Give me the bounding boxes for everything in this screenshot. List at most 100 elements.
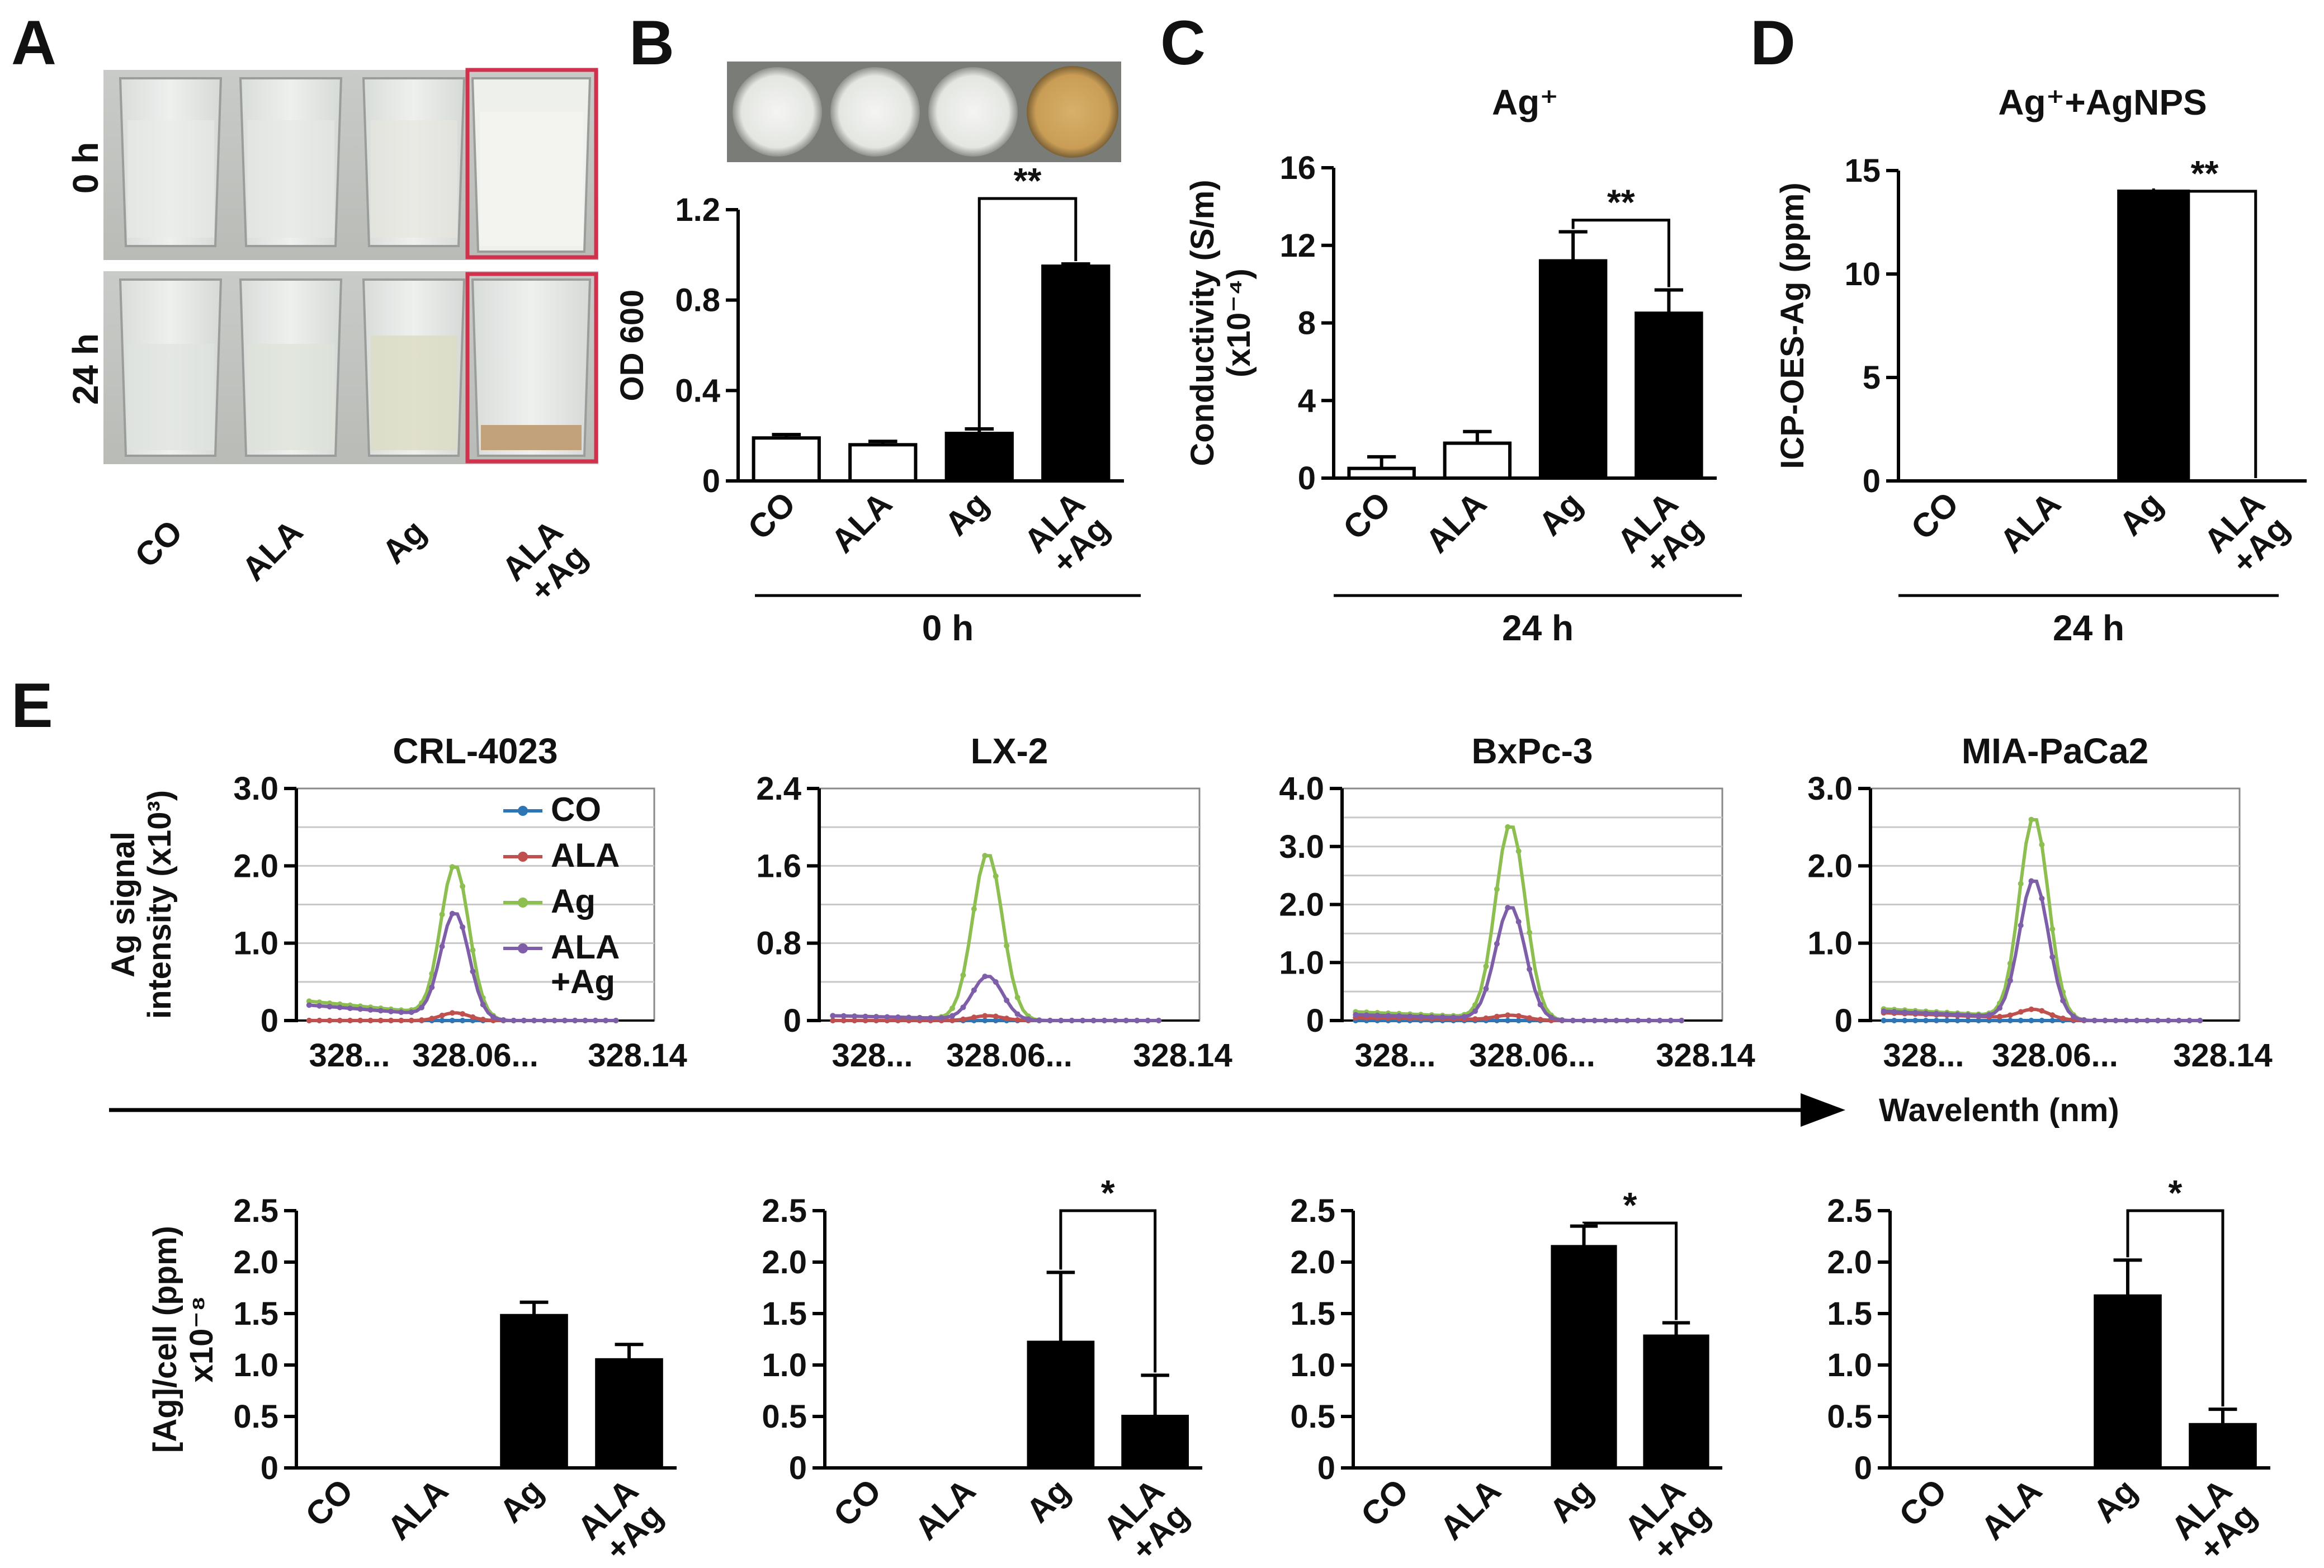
highlight-box-0h: [465, 68, 598, 259]
series-marker-ala-ag: [1483, 986, 1489, 992]
legend-label-line: ALA: [551, 928, 620, 966]
x-category-ala: ALA: [824, 485, 899, 560]
series-marker-co: [1923, 1018, 1929, 1023]
significance-marker: *: [2169, 1173, 2183, 1213]
y-tick-label-0: 0: [783, 1003, 801, 1039]
y-axis-label: OD 600: [614, 290, 650, 402]
x-category-ala-ag: ALA+Ag: [1610, 485, 1709, 584]
series-marker-ala: [852, 1018, 858, 1023]
x-category-co: CO: [826, 1472, 889, 1534]
x-category-ala-ag: ALA+Ag: [2197, 485, 2296, 584]
legend-label-line: +Ag: [551, 963, 615, 1000]
x-category-ag: Ag: [1542, 1472, 1600, 1530]
series-marker-ala-ag: [1353, 1012, 1359, 1018]
series-marker-ala-ag: [1944, 1011, 1950, 1017]
series-marker-ala-ag: [408, 1009, 414, 1016]
y-tick-label-1-2: 1.2: [675, 192, 720, 228]
significance-bracket: [2152, 188, 2257, 478]
series-marker-co: [1494, 1018, 1500, 1023]
series-marker-ala-ag: [582, 1018, 588, 1023]
significance-marker: **: [1014, 160, 1042, 201]
x-category-ala-ag: ALA+Ag: [2164, 1472, 2264, 1568]
series-marker-ala-ag: [306, 1002, 312, 1008]
beaker-photo: [103, 68, 598, 464]
series-marker-ala-ag: [873, 1014, 879, 1020]
photo-category-ala-line: ALA: [235, 513, 310, 588]
y-axis-label: ICP-OES-Ag (ppm): [1774, 182, 1811, 469]
series-marker-co: [2028, 1018, 2034, 1023]
legend-marker-ala-ag: [518, 943, 528, 953]
series-marker-ag: [950, 1005, 955, 1012]
y-tick-label-1-0: 1.0: [233, 925, 278, 962]
panel-label-b: B: [629, 8, 674, 78]
legend-label-line: Ag: [551, 882, 596, 920]
legend-label-co: CO: [551, 791, 601, 828]
series-marker-ala-ag: [1451, 1014, 1457, 1021]
legend-label-ala-ag: ALA +Ag: [551, 928, 620, 1000]
series-marker-ala-ag: [521, 1017, 527, 1023]
y-tick-label-1-0: 1.0: [1827, 1347, 1872, 1383]
x-category-ala-line: ALA: [380, 1472, 456, 1547]
series-marker-ala: [306, 1018, 312, 1023]
series-marker-co: [460, 1018, 466, 1023]
x-category-ala: ALA: [1992, 485, 2068, 560]
series-marker-ala: [327, 1018, 333, 1023]
x-category-co: CO: [298, 1472, 360, 1534]
legend-marker-co: [518, 806, 528, 816]
x-tick-label-mid: 328.06...: [1469, 1037, 1595, 1074]
x-category-co: CO: [1892, 1472, 1954, 1534]
series-marker-ala: [347, 1018, 353, 1023]
bar-ag: [1551, 1245, 1617, 1470]
beaker-ag-24h: [362, 278, 466, 457]
series-marker-ala-ag: [449, 910, 455, 917]
series-marker-ala-ag: [480, 1002, 486, 1008]
chart-e-bars-bxpc3: 0 0.5 1.0 1.5 2.0 2.5 CO ALA Ag ALA+Ag *: [1290, 1185, 1722, 1568]
series-marker-ala-ag: [1047, 1017, 1053, 1023]
y-tick-label-3-0: 3.0: [1807, 771, 1853, 807]
bar-ala-ag: [1643, 1334, 1709, 1470]
bar-ag: [944, 432, 1014, 483]
x-tick-label-end: 328.14: [2173, 1037, 2272, 1074]
series-marker-ala-ag: [2134, 1018, 2140, 1023]
x-tick-label-start: 328...: [1354, 1037, 1435, 1074]
series-marker-ala: [840, 1018, 847, 1023]
series-marker-ala-ag: [1134, 1018, 1140, 1023]
series-marker-ag: [982, 853, 988, 859]
y-tick-label-15: 15: [1844, 153, 1881, 189]
series-marker-ala-ag: [470, 969, 476, 975]
chart-b-od600: 0 0.4 0.8 1.2 CO ALA Ag ALA+Ag ** 0 h OD 600: [614, 160, 1141, 648]
series-marker-ala-ag: [572, 1018, 578, 1023]
well-ala: [830, 67, 920, 157]
bar-ala-ag: [1635, 311, 1703, 480]
y-tick-label-0-8: 0.8: [675, 282, 720, 319]
legend-marker-ala: [518, 852, 528, 862]
series-marker-ala-ag: [1080, 1018, 1086, 1023]
series-marker-co: [1891, 1018, 1897, 1023]
series-marker-ala-ag: [317, 1003, 323, 1009]
series-marker-ala-ag: [1559, 1017, 1565, 1023]
series-marker-ala-ag: [1891, 1009, 1897, 1015]
series-marker-ala-ag: [840, 1013, 847, 1019]
y-tick-label-0: 0: [261, 1450, 278, 1486]
series-marker-ala-ag: [1090, 1018, 1097, 1023]
x-category-ala: ALA: [908, 1472, 983, 1547]
x-tick-label-end: 328.14: [1133, 1037, 1232, 1074]
x-category-ala-line: ALA: [1418, 485, 1494, 560]
well-ala-ag: [1027, 66, 1118, 158]
series-marker-ala-ag: [419, 1004, 424, 1010]
series-marker-ala-ag: [1581, 1017, 1587, 1023]
series-marker-co: [1944, 1018, 1950, 1023]
series-marker-ala-ag: [1603, 1018, 1609, 1023]
series-marker-co: [2007, 1018, 2013, 1023]
x-category-ala-line: ALA: [824, 485, 899, 560]
x-category-ag-line: Ag: [1019, 1472, 1077, 1530]
series-marker-ala: [388, 1017, 394, 1023]
y-tick-label-0: 0: [702, 463, 720, 499]
x-category-ala: ALA: [1974, 1472, 2049, 1547]
series-marker-co: [1933, 1018, 1939, 1023]
chart-e-spectrum-crl4023: 0 1.0 2.0 3.0 328... 328.06... 328.14 CRL-4023 A…: [105, 731, 687, 1074]
series-marker-ala-ag: [938, 1015, 944, 1021]
series-marker-ala-ag: [1363, 1012, 1369, 1018]
chart-title: CRL-4023: [393, 731, 558, 771]
series-marker-ala-ag: [1965, 1012, 1971, 1018]
